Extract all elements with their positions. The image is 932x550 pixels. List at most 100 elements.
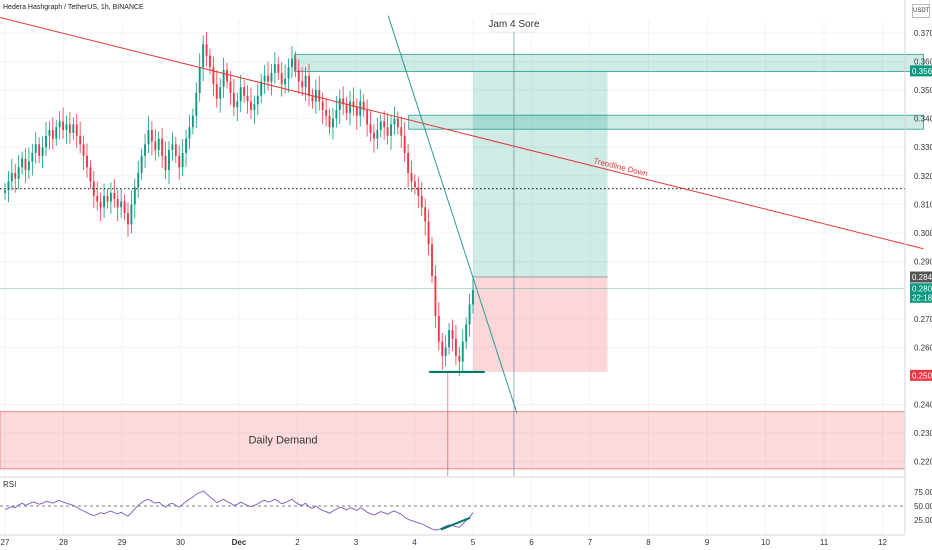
- candle-body-124: [427, 221, 430, 245]
- candle-body-31: [109, 192, 112, 202]
- candle-body-20: [72, 124, 75, 133]
- candle-body-113: [390, 124, 392, 136]
- candle-body-108: [372, 132, 375, 139]
- candle-body-52: [181, 152, 184, 168]
- price-tag-3: 22:18: [912, 293, 932, 302]
- candle-body-91: [314, 90, 317, 102]
- candle-body-77: [267, 75, 269, 82]
- candle-body-132: [454, 338, 457, 356]
- candle-body-105: [362, 101, 365, 111]
- candle-body-38: [133, 187, 136, 205]
- candle-body-123: [424, 207, 427, 222]
- candle-body-111: [383, 121, 386, 128]
- time-tick-9: 6: [529, 538, 534, 547]
- candle-body-86: [297, 70, 300, 82]
- candle-body-129: [444, 347, 447, 356]
- candle-body-64: [222, 70, 225, 88]
- candle-body-83: [287, 67, 290, 79]
- candle-body-94: [325, 110, 328, 116]
- time-tick-12: 9: [705, 538, 710, 547]
- candle-body-43: [150, 130, 153, 142]
- candle-body-44: [154, 141, 157, 151]
- candle-body-70: [243, 87, 246, 96]
- price-tag-bg-3: [910, 291, 932, 303]
- time-tick-6: 3: [354, 538, 359, 547]
- candle-body-60: [209, 55, 211, 68]
- time-tick-10: 7: [588, 538, 593, 547]
- rsi-tick-2: 25.00: [914, 516, 932, 525]
- candle-body-54: [188, 127, 191, 139]
- price-tag-bg-4: [910, 369, 932, 381]
- candle-body-90: [311, 95, 314, 102]
- candle-body-71: [246, 95, 249, 102]
- rsi-tick-0: 75.00: [914, 488, 932, 497]
- candle-body-8: [31, 152, 34, 162]
- candle-body-45: [157, 138, 160, 151]
- candle-body-30: [106, 195, 109, 202]
- rsi-line: [4, 490, 474, 531]
- candle-body-4: [17, 167, 20, 179]
- candle-body-118: [407, 152, 410, 173]
- candle-body-136: [468, 304, 471, 325]
- candle-body-110: [379, 121, 382, 131]
- rsi-tick-1: 50.00: [914, 502, 932, 511]
- currency-unit-badge[interactable]: USDT: [912, 4, 930, 18]
- time-axis: 27 28 29 30 Dec 2 3 4 5 6 7 8 9 10 11 12: [0, 534, 905, 547]
- steep-trendline: [387, 15, 518, 414]
- candle-body-69: [239, 87, 242, 102]
- candle-body-55: [191, 115, 194, 128]
- time-tick-5: 2: [295, 538, 300, 547]
- price-tag-bg-0: [910, 65, 932, 77]
- candle-body-104: [359, 101, 362, 116]
- candle-body-33: [116, 198, 119, 208]
- candle-body-81: [280, 72, 283, 85]
- candle-body-19: [68, 124, 71, 133]
- candle-body-48: [168, 150, 170, 171]
- candle-body-53: [185, 138, 187, 153]
- candle-body-135: [465, 324, 468, 342]
- candle-body-66: [229, 81, 232, 93]
- candle-body-101: [349, 101, 351, 113]
- position-target-area: [473, 70, 608, 278]
- candle-body-122: [420, 195, 423, 208]
- candle-body-78: [270, 72, 273, 82]
- candle-body-56: [195, 92, 198, 116]
- candle-body-114: [393, 118, 396, 125]
- candle-body-67: [232, 92, 235, 108]
- candle-body-109: [376, 130, 379, 139]
- candle-body-40: [140, 155, 143, 173]
- candle-body-98: [338, 98, 341, 111]
- daily-demand-zone: [0, 411, 906, 470]
- candle-body-13: [48, 130, 51, 136]
- candle-body-82: [284, 78, 287, 85]
- candle-body-16: [58, 121, 61, 128]
- candle-body-58: [202, 44, 205, 68]
- daily-demand-label: Daily Demand: [248, 434, 317, 446]
- time-tick-14: 11: [820, 538, 829, 547]
- candle-body-68: [236, 101, 239, 108]
- grid-lines: [0, 20, 905, 534]
- price-tag-1: 0.2846: [912, 273, 932, 282]
- candle-body-95: [328, 115, 331, 128]
- chart-header-symbol: Hedera Hashgraph / TetherUS, 1h, BINANCE: [3, 4, 144, 11]
- candle-body-119: [410, 172, 413, 182]
- candle-body-12: [45, 135, 47, 148]
- trendline-down: [0, 16, 924, 250]
- candle-body-39: [137, 172, 140, 188]
- candle-body-84: [291, 58, 293, 68]
- candle-body-88: [304, 75, 307, 88]
- candle-body-131: [451, 330, 454, 339]
- candle-body-49: [171, 144, 174, 151]
- candle-body-112: [386, 127, 389, 136]
- candle-body-115: [396, 118, 399, 128]
- candle-body-5: [21, 158, 24, 168]
- candle-body-28: [99, 201, 102, 208]
